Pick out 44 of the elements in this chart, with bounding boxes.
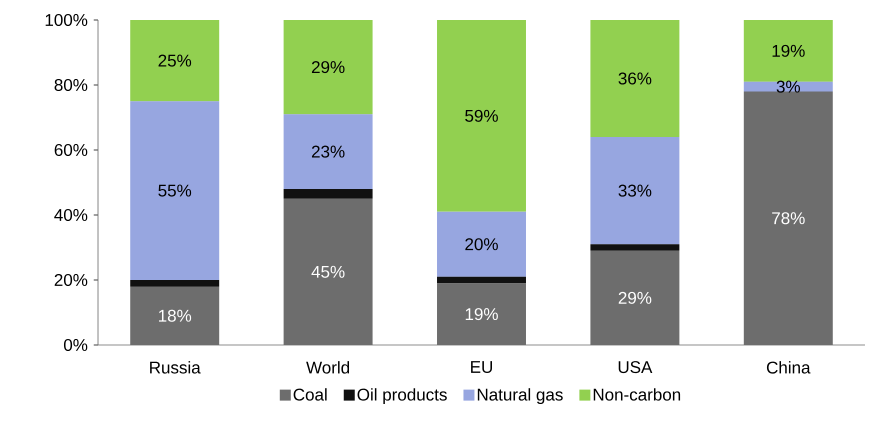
bar — [284, 114, 373, 189]
bar — [590, 20, 680, 137]
bar — [437, 276, 526, 284]
bar — [130, 280, 220, 286]
bar — [130, 20, 220, 102]
bar — [744, 20, 833, 82]
bar — [437, 212, 526, 277]
data-label: 33% — [618, 184, 652, 197]
data-label: 19% — [466, 308, 498, 320]
bar — [284, 188, 373, 199]
y-tick-label: 20% — [54, 274, 88, 286]
data-label: 19% — [772, 44, 805, 57]
bar — [590, 136, 680, 244]
x-tick-label: USA — [618, 361, 652, 374]
x-tick-label: Russia — [150, 361, 201, 374]
y-tick-label: 0% — [64, 338, 88, 352]
data-label: 36% — [618, 72, 652, 85]
legend-label: Natural gas — [478, 388, 563, 404]
y-tick-label: 40% — [54, 208, 88, 222]
data-label: 29% — [618, 292, 652, 304]
legend-label: Coal — [294, 388, 327, 401]
data-label: 78% — [772, 212, 805, 224]
data-label: 59% — [465, 110, 498, 122]
bar — [590, 244, 680, 251]
data-label: 45% — [311, 266, 345, 278]
data-label: 18% — [159, 310, 192, 322]
data-label: 29% — [312, 61, 345, 74]
bar — [437, 20, 526, 212]
data-label: 25% — [158, 54, 192, 67]
x-tick-label: World — [306, 361, 350, 374]
data-label: 55% — [158, 184, 192, 197]
legend-label: Non-carbon — [594, 388, 680, 401]
data-label: 23% — [312, 146, 345, 158]
data-label: 20% — [465, 238, 498, 250]
x-tick-label: China — [766, 361, 810, 374]
y-tick-label: 80% — [54, 78, 88, 92]
y-tick-label: 100% — [46, 14, 88, 26]
data-label: 3% — [776, 80, 800, 93]
bar — [744, 82, 833, 92]
bar — [130, 101, 220, 280]
legend-label: Oil products — [358, 388, 447, 404]
y-tick-label: 60% — [54, 144, 88, 156]
bar — [284, 20, 373, 114]
x-tick-label: EU — [471, 361, 492, 373]
